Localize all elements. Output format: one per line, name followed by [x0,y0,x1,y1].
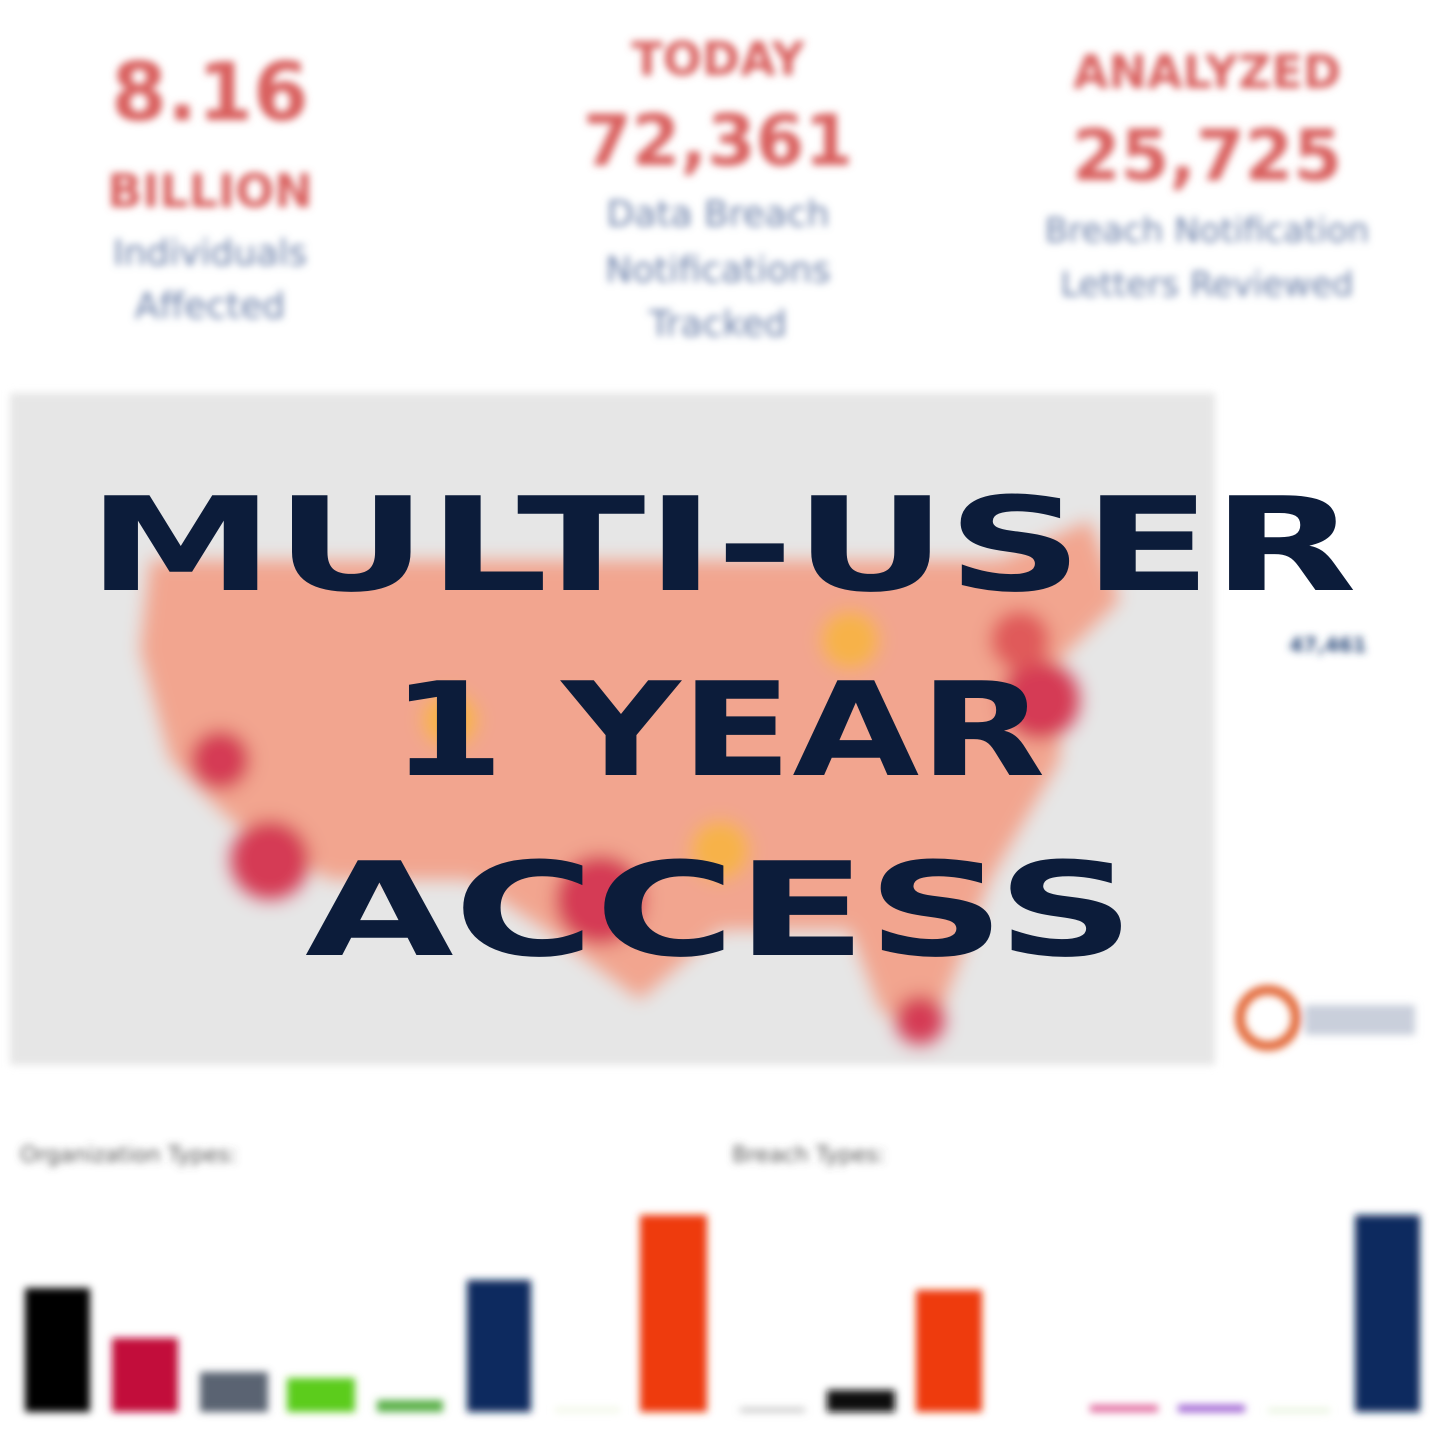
stat-label: Affected [135,286,286,327]
shape [555,1408,620,1412]
shape [1090,1405,1158,1412]
shape [740,1408,805,1412]
map-side-value: 47,461 [1289,633,1366,657]
shape [827,1390,895,1412]
shape [1355,1215,1420,1412]
stat-value: 72,361 [583,100,853,182]
stat-unit: BILLION [107,164,313,218]
overlay-line: MULTI-USER [87,469,1357,621]
shape [230,820,310,900]
overlay-text: MULTI-USER 1 YEAR ACCESS [87,469,1357,986]
shape [1268,1409,1330,1412]
logo [1235,985,1301,1051]
section-title: Organization Types: [20,1143,237,1168]
shape [640,1215,707,1412]
bars [25,1215,1420,1412]
section-title: Breach Types: [732,1143,885,1168]
shape [112,1338,178,1412]
stat-label: Notifications [605,250,830,291]
shape [1000,660,1080,740]
stat-kicker: TODAY [631,32,805,86]
shape [820,610,880,670]
shape [1178,1405,1245,1412]
shape [25,1288,90,1412]
shape [690,820,750,880]
shape [555,855,645,945]
stat-label: Letters Reviewed [1060,265,1353,305]
overlay-line: 1 YEAR [391,654,1046,806]
stat-value: 8.16 [111,46,308,139]
stat-label: Tracked [648,304,787,345]
shape [287,1378,355,1412]
shape [377,1400,443,1412]
shape [990,610,1050,670]
stat-label: Data Breach [607,194,830,235]
shape [916,1290,982,1412]
shape [190,730,250,790]
logo-text [1305,1005,1415,1035]
map-shapes [140,520,1120,1045]
dashboard-background: 8.16 BILLION Individuals Affected TODAY … [10,32,1420,1412]
stats: 8.16 BILLION Individuals Affected TODAY … [107,32,1369,345]
shape [895,995,945,1045]
stat-kicker: ANALYZED [1073,45,1341,99]
stat-label: Breach Notification [1045,211,1369,251]
shape [422,692,478,748]
shape [467,1280,531,1412]
stat-label: Individuals [113,233,307,274]
stat-value: 25,725 [1072,115,1342,197]
shape [200,1372,268,1412]
overlay-line: ACCESS [305,834,1135,986]
